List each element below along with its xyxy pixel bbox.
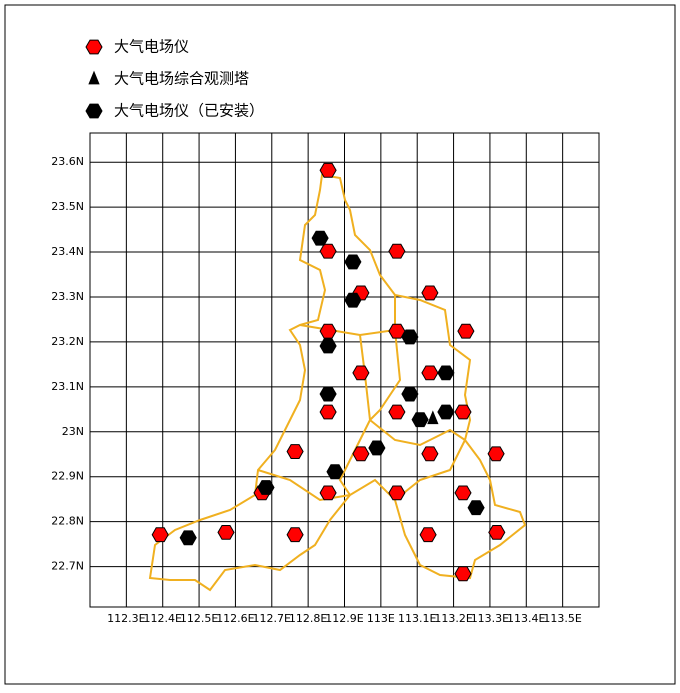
hexagon-marker — [257, 480, 275, 495]
hexagon-marker — [319, 243, 337, 259]
x-tick-label: 112.5E — [180, 612, 218, 625]
y-tick-label: 22.9N — [51, 470, 84, 483]
legend-label: 大气电场综合观测塔 — [114, 70, 249, 88]
plot-frame — [89, 132, 600, 608]
triangle-marker — [88, 70, 100, 85]
hexagon-marker — [388, 243, 406, 259]
hexagon-marker — [179, 530, 197, 546]
hexagon-marker — [352, 446, 370, 462]
hexagon-marker — [85, 103, 103, 119]
hexagon-marker — [454, 404, 472, 420]
hexagon-marker — [401, 329, 419, 345]
y-tick-label: 22.7N — [51, 560, 84, 573]
hexagon-marker — [388, 485, 406, 501]
x-tick-label: 113.3E — [471, 612, 509, 625]
hexagon-marker — [344, 254, 362, 270]
y-tick-label: 23.3N — [51, 290, 84, 303]
hexagon-marker — [388, 404, 406, 420]
legend-label: 大气电场仪（已安装） — [114, 102, 264, 120]
hexagon-marker — [411, 412, 429, 428]
y-tick-label: 23.4N — [51, 245, 84, 258]
legend-label: 大气电场仪 — [114, 38, 189, 56]
hexagon-marker — [319, 485, 337, 501]
hexagon-marker — [319, 162, 337, 178]
hexagon-marker — [421, 285, 439, 301]
x-tick-label: 112.7E — [253, 612, 291, 625]
outer-frame — [4, 4, 676, 685]
hexagon-marker — [311, 230, 329, 246]
y-tick-label: 23.5N — [51, 200, 84, 213]
x-tick-label: 112.3E — [107, 612, 145, 625]
hexagon-marker — [344, 292, 362, 308]
hexagon-marker — [457, 323, 475, 339]
hexagon-marker — [368, 440, 386, 456]
boundary — [148, 173, 527, 592]
hexagon-marker — [388, 323, 406, 339]
hexagon-marker — [487, 446, 505, 462]
hexagon-marker — [151, 527, 169, 543]
hexagon-marker — [326, 464, 344, 480]
hexagon-marker — [352, 365, 370, 381]
hexagon-marker — [319, 404, 337, 420]
y-tick-label: 23.2N — [51, 335, 84, 348]
hexagon-marker — [454, 566, 472, 582]
hexagon-marker — [421, 365, 439, 381]
hexagon-marker — [421, 446, 439, 462]
x-tick-label: 113.2E — [434, 612, 472, 625]
x-tick-label: 112.8E — [289, 612, 327, 625]
hexagon-marker — [454, 485, 472, 501]
hexagon-marker — [319, 338, 337, 354]
hexagon-marker — [319, 323, 337, 339]
hexagon-marker — [319, 386, 337, 402]
y-tick-label: 23.1N — [51, 380, 84, 393]
hexagon-marker — [401, 386, 419, 402]
x-tick-label: 113.1E — [398, 612, 436, 625]
hexagon-marker — [467, 500, 485, 516]
x-tick-label: 112.6E — [216, 612, 254, 625]
hexagon-marker — [286, 527, 304, 543]
hexagon-marker — [419, 527, 437, 543]
triangle-marker — [427, 410, 439, 425]
hexagon-marker — [217, 525, 235, 540]
y-tick-label: 23N — [62, 425, 84, 438]
x-tick-label: 113E — [367, 612, 395, 625]
hexagon-marker — [488, 525, 506, 540]
hexagon-marker — [437, 404, 455, 420]
hexagon-marker — [286, 444, 304, 459]
y-tick-label: 22.8N — [51, 515, 84, 528]
x-tick-label: 113.4E — [507, 612, 545, 625]
hexagon-marker — [85, 39, 103, 55]
x-tick-label: 113.5E — [543, 612, 581, 625]
x-tick-label: 112.4E — [143, 612, 181, 625]
x-tick-label: 112.9E — [325, 612, 363, 625]
hexagon-marker — [437, 365, 455, 381]
grid — [90, 133, 599, 607]
y-tick-label: 23.6N — [51, 155, 84, 168]
